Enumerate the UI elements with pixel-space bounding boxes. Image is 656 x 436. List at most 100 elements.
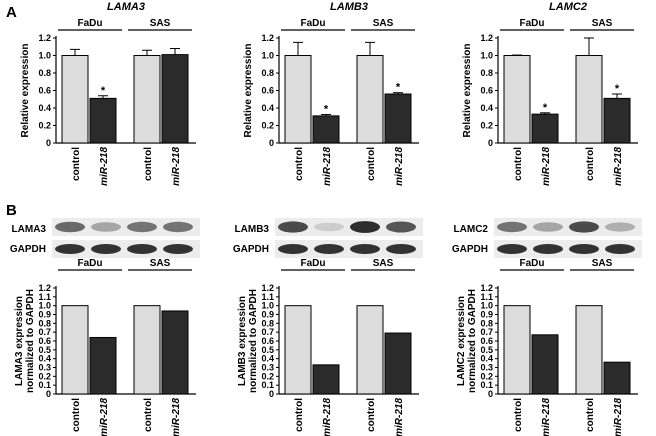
- bar-control-sas: [356, 55, 384, 144]
- y-tick-label: 0.7: [261, 327, 274, 337]
- y-tick-label: 0.7: [480, 327, 493, 337]
- chart-2: LAMC2 FaDu SAS Relative expression 0 0.2 0.4 0.…: [462, 1, 638, 186]
- blot-band: [163, 221, 193, 233]
- bar-mir-218-fadu: [312, 364, 340, 395]
- y-tick-label: 0.5: [261, 345, 274, 355]
- bar-control-sas: [133, 305, 161, 395]
- x-tick-label: control: [513, 147, 524, 181]
- bar-mir-218-sas: [603, 97, 631, 144]
- blot-band: [350, 221, 380, 233]
- y-tick-label: 0.9: [261, 310, 274, 320]
- group-label-0: FaDu: [520, 18, 545, 29]
- gapdh-strip: [275, 240, 423, 258]
- y-axis-title: LAMB3 expression: [237, 296, 248, 386]
- y-tick-label: 0.6: [261, 336, 274, 346]
- gapdh-band: [533, 244, 563, 254]
- x-tick-label: control: [143, 398, 154, 432]
- y-tick-label: 0.2: [38, 121, 51, 131]
- blot-band: [55, 221, 85, 233]
- blot-label: LAMA3: [12, 224, 47, 235]
- panel-letter-b: B: [6, 202, 17, 219]
- y-tick-label: 0.4: [261, 103, 274, 113]
- x-tick-label: miR-218: [322, 398, 333, 436]
- bar-control-fadu: [284, 305, 312, 395]
- x-tick-label: miR-218: [99, 147, 110, 186]
- y-tick-label: 0.4: [38, 354, 51, 364]
- group-label-1: SAS: [592, 18, 613, 29]
- y-tick-label: 0: [488, 138, 493, 148]
- y-tick-label: 0: [269, 389, 274, 399]
- x-tick-label: miR-218: [171, 147, 182, 186]
- significance-star: *: [101, 85, 106, 97]
- bar-mir-218-sas: [603, 361, 631, 395]
- bar-mir-218-sas: [384, 332, 412, 395]
- group-label-0: FaDu: [78, 18, 103, 29]
- blot-label: LAMB3: [235, 224, 270, 235]
- bar-mir-218-sas: [161, 54, 189, 144]
- y-tick-label: 0.6: [38, 336, 51, 346]
- gapdh-band: [497, 244, 527, 254]
- y-tick-label: 0: [488, 389, 493, 399]
- blot-strip: [52, 218, 200, 236]
- y-tick-label: 0.2: [480, 121, 493, 131]
- x-tick-label: miR-218: [322, 147, 333, 186]
- y-tick-label: 0.2: [261, 121, 274, 131]
- gapdh-band: [314, 244, 344, 254]
- y-tick-label: 0.3: [38, 363, 51, 373]
- y-tick-label: 0.6: [480, 86, 493, 96]
- blot-band: [278, 221, 308, 233]
- x-tick-label: miR-218: [394, 147, 405, 186]
- x-tick-label: miR-218: [613, 398, 624, 436]
- y-tick-label: 0.8: [480, 318, 493, 328]
- y-tick-label: 0.1: [480, 380, 493, 390]
- y-tick-label: 1.1: [261, 292, 274, 302]
- blot-band: [127, 221, 157, 233]
- x-tick-label: miR-218: [394, 398, 405, 436]
- y-tick-label: 0.6: [261, 86, 274, 96]
- y-tick-label: 0.8: [480, 68, 493, 78]
- bar-control-sas: [575, 305, 603, 395]
- y-tick-label: 1.1: [38, 292, 51, 302]
- blot-strip: [494, 218, 642, 236]
- bar-control-fadu: [503, 305, 531, 395]
- chart-title: LAMA3: [107, 1, 145, 13]
- gapdh-strip: [52, 240, 200, 258]
- bar-mir-218-sas: [384, 93, 412, 144]
- x-tick-label: control: [294, 147, 305, 181]
- chart-title: LAMB3: [330, 1, 368, 13]
- y-tick-label: 0.2: [261, 371, 274, 381]
- significance-star: *: [543, 102, 548, 114]
- blot-label: LAMC2: [454, 224, 489, 235]
- y-tick-label: 0.9: [480, 310, 493, 320]
- y-tick-label: 1.2: [261, 283, 274, 293]
- chart-5: FaDu SAS LAMC2 GAPDH LAMC2 expression normali…: [452, 218, 642, 436]
- y-axis-title: normalized to GAPDH: [25, 289, 36, 393]
- x-tick-label: miR-218: [171, 398, 182, 436]
- y-tick-label: 1.0: [38, 301, 51, 311]
- x-tick-label: miR-218: [99, 398, 110, 436]
- y-tick-label: 0.5: [480, 345, 493, 355]
- y-tick-label: 0.4: [480, 103, 493, 113]
- y-tick-label: 0.8: [261, 318, 274, 328]
- group-label-1: SAS: [373, 258, 394, 269]
- x-tick-label: miR-218: [541, 147, 552, 186]
- blot-band: [314, 222, 344, 232]
- x-tick-label: control: [366, 147, 377, 181]
- blot-band: [91, 222, 121, 232]
- x-tick-label: control: [366, 398, 377, 432]
- gapdh-band: [55, 244, 85, 254]
- bar-mir-218-sas: [161, 310, 189, 395]
- y-tick-label: 0.2: [38, 371, 51, 381]
- y-tick-label: 0.8: [38, 318, 51, 328]
- y-tick-label: 0.1: [38, 380, 51, 390]
- bar-control-fadu: [61, 55, 89, 144]
- x-tick-label: control: [143, 147, 154, 181]
- y-tick-label: 0.4: [261, 354, 274, 364]
- bar-mir-218-fadu: [89, 97, 117, 144]
- y-tick-label: 1.0: [261, 51, 274, 61]
- significance-star: *: [396, 82, 401, 94]
- y-tick-label: 1.2: [480, 33, 493, 43]
- gapdh-strip: [494, 240, 642, 258]
- y-tick-label: 1.0: [480, 301, 493, 311]
